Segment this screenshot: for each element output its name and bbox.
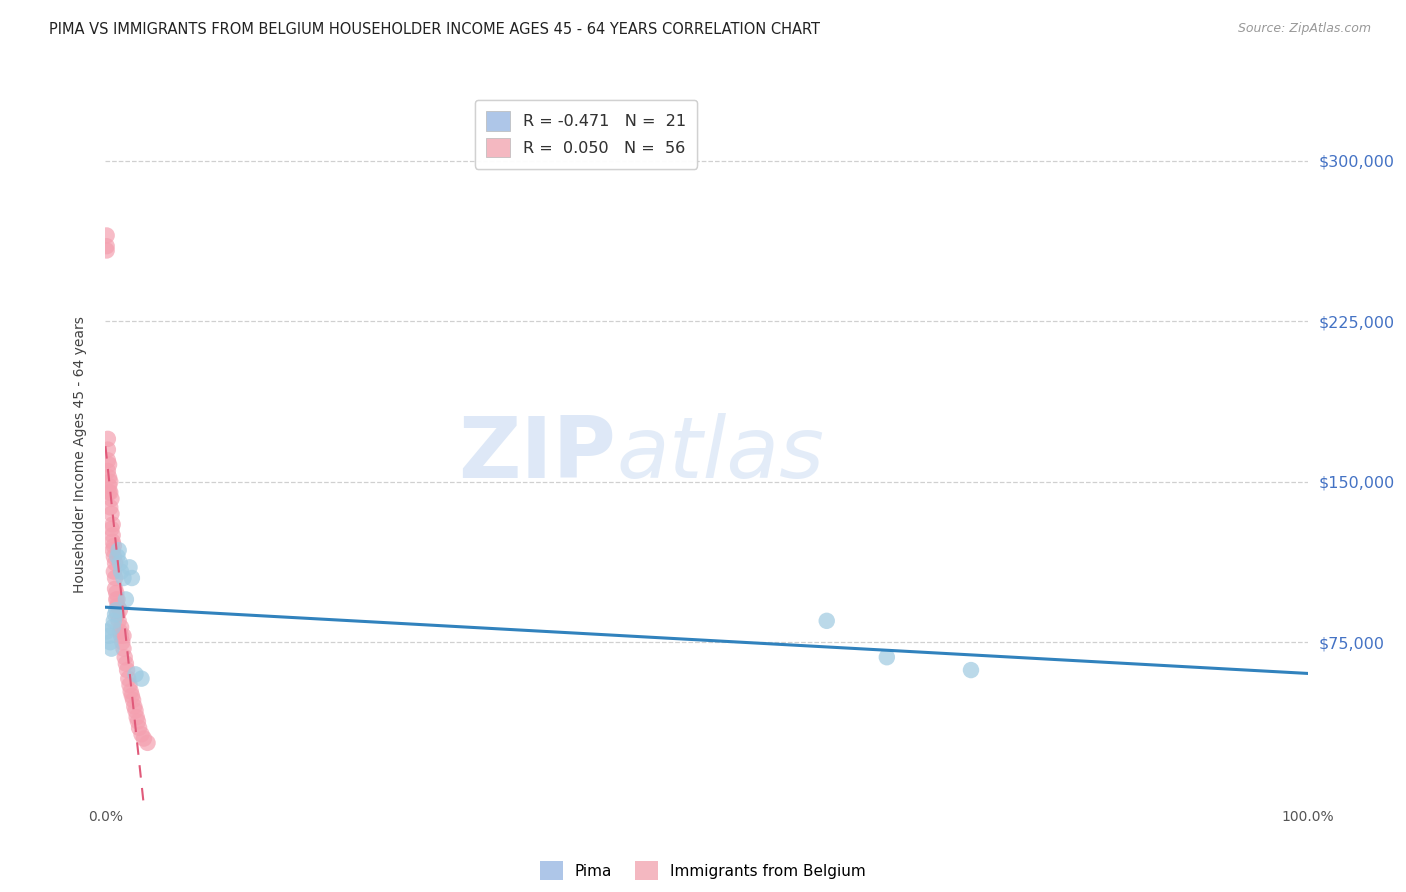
Point: [128, 721, 150, 735]
Point: [131, 727, 153, 741]
Point: [125, 710, 148, 724]
Point: [118, 560, 141, 574]
Point: [98, 629, 121, 643]
Point: [110, 565, 132, 579]
Point: [98, 479, 121, 493]
Point: [104, 571, 127, 585]
Point: [136, 736, 159, 750]
Legend: Pima, Immigrants from Belgium: Pima, Immigrants from Belgium: [540, 862, 866, 880]
Point: [100, 522, 122, 536]
Point: [121, 689, 143, 703]
Point: [124, 699, 146, 714]
Text: atlas: atlas: [616, 413, 824, 497]
Point: [124, 667, 146, 681]
Point: [98, 635, 121, 649]
Point: [112, 571, 135, 585]
Point: [98, 500, 121, 515]
Point: [110, 629, 132, 643]
Point: [100, 641, 122, 656]
Point: [105, 592, 128, 607]
Text: ZIP: ZIP: [458, 413, 616, 497]
Point: [101, 528, 124, 542]
Point: [115, 663, 138, 677]
Point: [112, 641, 135, 656]
Y-axis label: Householder Income Ages 45 - 64 years: Householder Income Ages 45 - 64 years: [73, 317, 87, 593]
Point: [96, 228, 118, 243]
Point: [98, 485, 121, 500]
Point: [876, 650, 898, 665]
Point: [107, 599, 129, 613]
Point: [98, 470, 121, 484]
Point: [110, 620, 132, 634]
Point: [107, 549, 129, 564]
Point: [104, 607, 127, 622]
Point: [108, 603, 131, 617]
Point: [815, 614, 838, 628]
Point: [108, 624, 131, 639]
Point: [117, 672, 139, 686]
Point: [121, 571, 143, 585]
Point: [96, 239, 118, 253]
Point: [115, 592, 138, 607]
Point: [103, 549, 125, 564]
Point: [97, 464, 120, 478]
Point: [107, 607, 129, 622]
Point: [103, 565, 125, 579]
Point: [103, 614, 125, 628]
Point: [101, 543, 124, 558]
Point: [103, 539, 125, 553]
Point: [107, 592, 129, 607]
Point: [101, 534, 124, 549]
Point: [98, 458, 121, 472]
Point: [124, 704, 146, 718]
Point: [120, 684, 142, 698]
Point: [115, 657, 138, 671]
Point: [107, 543, 129, 558]
Point: [960, 663, 983, 677]
Point: [131, 672, 153, 686]
Point: [100, 507, 122, 521]
Point: [114, 650, 136, 665]
Point: [105, 586, 128, 600]
Point: [104, 556, 127, 570]
Point: [118, 678, 141, 692]
Point: [111, 635, 134, 649]
Point: [122, 693, 145, 707]
Point: [104, 582, 127, 596]
Point: [108, 556, 131, 570]
Point: [98, 475, 121, 489]
Point: [105, 603, 128, 617]
Text: PIMA VS IMMIGRANTS FROM BELGIUM HOUSEHOLDER INCOME AGES 45 - 64 YEARS CORRELATIO: PIMA VS IMMIGRANTS FROM BELGIUM HOUSEHOL…: [49, 22, 820, 37]
Point: [101, 620, 124, 634]
Point: [96, 624, 118, 639]
Text: Source: ZipAtlas.com: Source: ZipAtlas.com: [1237, 22, 1371, 36]
Point: [97, 453, 120, 467]
Point: [107, 614, 129, 628]
Point: [132, 731, 155, 746]
Point: [96, 244, 118, 258]
Legend: R = -0.471   N =  21, R =  0.050   N =  56: R = -0.471 N = 21, R = 0.050 N = 56: [475, 100, 697, 169]
Point: [97, 432, 120, 446]
Point: [127, 714, 149, 729]
Point: [112, 629, 135, 643]
Point: [100, 491, 122, 506]
Point: [98, 485, 121, 500]
Point: [101, 517, 124, 532]
Point: [97, 442, 120, 457]
